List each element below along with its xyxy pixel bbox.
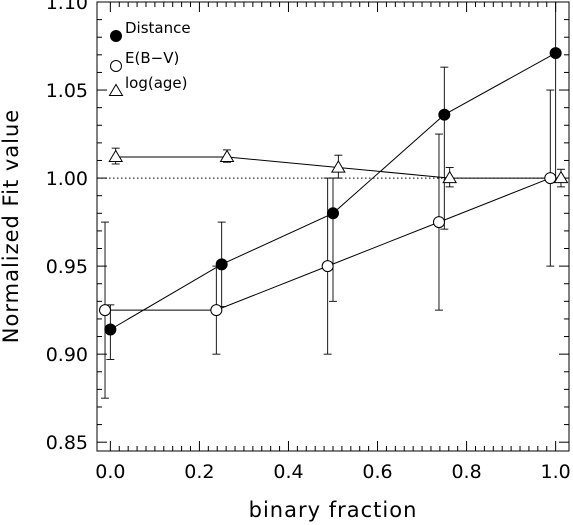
legend-label: log(age) <box>125 74 188 92</box>
data-point-open-triangle <box>219 149 235 162</box>
data-point-open-circle <box>432 216 445 229</box>
data-point-open-triangle <box>553 170 569 184</box>
y-axis-label: Normalized Fit value <box>0 109 23 343</box>
y-tick-label: 0.95 <box>46 256 88 278</box>
y-tick-label: 1.10 <box>46 0 88 14</box>
legend-label: E(B−V) <box>125 49 179 67</box>
x-tick-label: 0.8 <box>451 461 481 483</box>
y-tick-label: 0.90 <box>46 344 88 366</box>
x-tick-label: 0.6 <box>362 461 392 483</box>
x-tick-label: 1.0 <box>541 461 571 483</box>
data-point-open-triangle <box>108 149 124 162</box>
data-point-open-circle <box>321 260 334 273</box>
data-point-open-circle <box>99 304 112 317</box>
legend-marker-open-circle <box>110 60 122 72</box>
x-tick-label: 0.2 <box>184 461 214 483</box>
data-point-open-triangle <box>330 160 346 173</box>
data-point-filled-circle <box>438 108 451 121</box>
data-point-filled-circle <box>215 258 228 271</box>
legend-label: Distance <box>125 19 191 37</box>
legend-marker-open-triangle <box>108 83 124 97</box>
x-tick-label: 0.4 <box>273 461 303 483</box>
data-point-open-triangle <box>442 170 458 184</box>
data-point-open-circle <box>544 172 557 185</box>
y-tick-label: 1.00 <box>46 168 88 190</box>
legend-marker-filled-circle <box>110 30 122 42</box>
y-tick-label: 1.05 <box>46 80 88 102</box>
data-point-filled-circle <box>327 207 339 220</box>
data-point-open-circle <box>210 304 223 317</box>
x-axis-label: binary fraction <box>249 498 418 522</box>
x-tick-label: 0.0 <box>95 461 125 483</box>
y-tick-label: 0.85 <box>46 432 88 454</box>
data-point-filled-circle <box>549 47 562 60</box>
data-point-filled-circle <box>104 323 117 336</box>
